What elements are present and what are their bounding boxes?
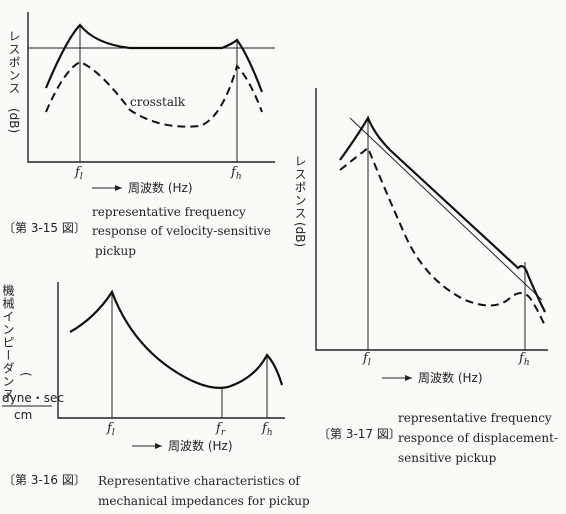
asymptote <box>349 117 543 301</box>
x-label: 周波数 (Hz) <box>168 438 233 453</box>
caption-line: sensitive pickup <box>398 451 497 465</box>
axes <box>315 88 548 351</box>
caption-line: representative frequency <box>398 411 552 425</box>
caption-line: pickup <box>95 244 136 258</box>
y-unit: (dB) <box>7 108 21 133</box>
figure-number: 〔第 3-15 図〕 <box>3 221 86 235</box>
y-paren: ( <box>19 372 33 377</box>
x-label: 周波数 (Hz) <box>418 370 483 385</box>
figure-3-17: レスポンス (dB) fl fh 周波数 (Hz) 〔第 3-17 図〕 rep… <box>293 88 558 465</box>
caption-line: representative frequency <box>92 205 246 219</box>
tick-label: fh <box>230 165 242 182</box>
caption-line: response of velocity-sensitive <box>92 224 271 238</box>
response-curve <box>339 115 546 313</box>
x-label: 周波数 (Hz) <box>128 180 193 195</box>
tick-label: fl <box>106 421 115 438</box>
figure-3-15: レスポンス (dB) crosstalk fl fh 周波数 (Hz) 〔第 3… <box>3 12 275 258</box>
figure-number: 〔第 3-17 図〕 <box>318 427 401 441</box>
y-label: レスポンス <box>7 30 21 95</box>
axes <box>57 282 285 419</box>
response-curve <box>44 23 264 93</box>
tick-label: fr <box>215 421 226 438</box>
annotation: crosstalk <box>130 95 186 109</box>
y-unit-denominator: cm <box>14 408 32 422</box>
figure-3-16: 機械インピーダンス ( dyne・sec cm fl fr fh 周波数 (Hz… <box>1 282 310 508</box>
figure-number: 〔第 3-16 図〕 <box>3 473 86 487</box>
y-label: レスポンス <box>293 155 307 220</box>
caption-line: mechanical impedances for pickup <box>98 494 310 508</box>
impedance-curve <box>69 289 284 389</box>
y-unit: (dB) <box>293 222 307 247</box>
crosstalk-curve <box>339 146 546 327</box>
y-unit: dyne・sec <box>2 391 64 405</box>
caption-line: Representative characteristics of <box>98 474 301 488</box>
tick-label: fh <box>261 421 273 438</box>
crosstalk-curve <box>45 60 263 128</box>
axes <box>27 12 275 163</box>
caption-line: responce of displacement- <box>398 431 558 445</box>
y-label: 機械インピーダンス <box>1 283 15 401</box>
tick-label: fh <box>518 351 530 368</box>
tick-label: fl <box>362 351 371 368</box>
tick-label: fl <box>74 165 83 182</box>
